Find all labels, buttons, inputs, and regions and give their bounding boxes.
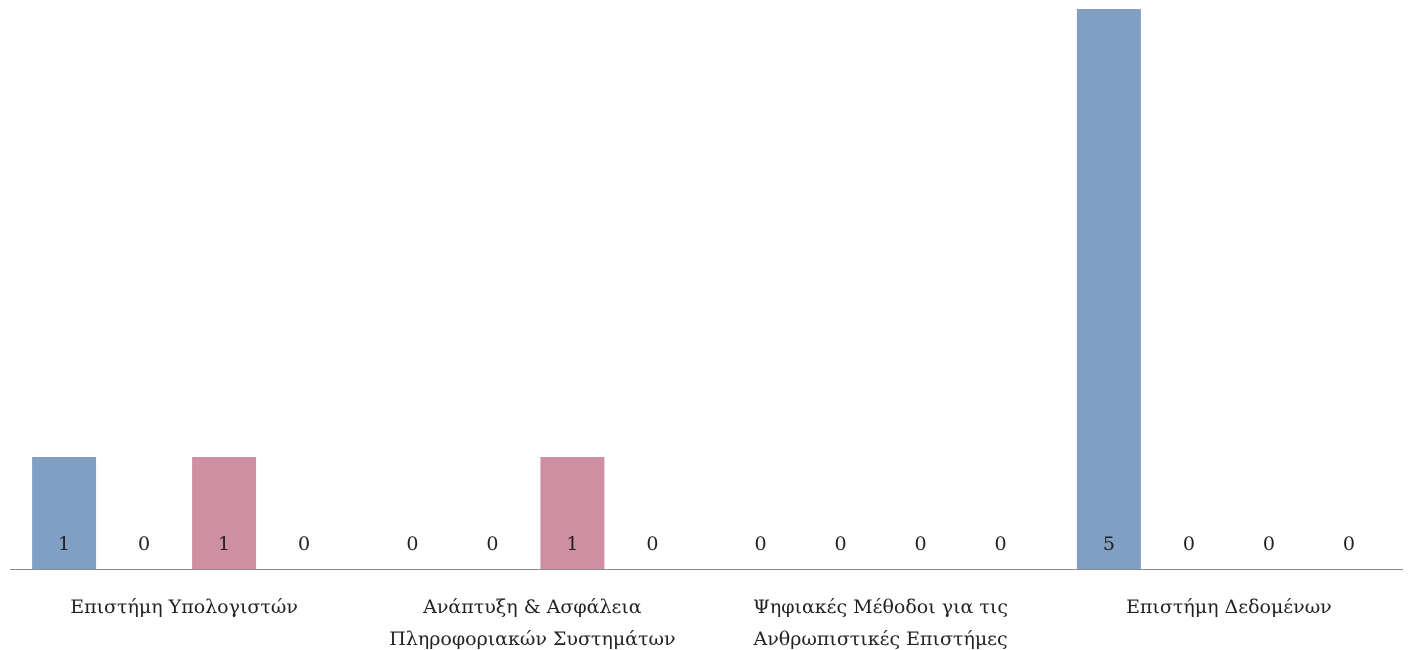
data-label-0-2: 1 (218, 533, 230, 555)
data-label-3-1: 0 (1183, 533, 1195, 555)
data-label-2-0: 0 (755, 533, 767, 555)
data-label-0-1: 0 (138, 533, 150, 555)
data-label-1-0: 0 (406, 533, 418, 555)
data-label-1-2: 1 (566, 533, 578, 555)
data-label-2-3: 0 (995, 533, 1007, 555)
category-labels-group: Επιστήμη Υπολογιστών Ανάπτυξη & Ασφάλεια Π… (70, 596, 1332, 650)
bar-0-0 (32, 457, 97, 569)
data-label-1-3: 0 (646, 533, 658, 555)
bars-group (32, 9, 1141, 569)
data-labels-group: 1 0 1 0 0 0 1 0 0 0 0 0 5 0 0 0 (58, 533, 1355, 555)
data-label-2-2: 0 (915, 533, 927, 555)
category-label-2: Ψηφιακές Μέθοδοι για τις Ανθρωπιστικές Επ… (753, 596, 1009, 650)
category-label-3: Επιστήμη Δεδομένων (1126, 596, 1332, 618)
data-label-1-1: 0 (486, 533, 498, 555)
bar-0-2 (192, 457, 257, 569)
data-label-3-3: 0 (1343, 533, 1355, 555)
data-label-0-0: 1 (58, 533, 70, 555)
category-label-0: Επιστήμη Υπολογιστών (70, 596, 298, 618)
data-label-3-2: 0 (1263, 533, 1275, 555)
bar-3-0 (1076, 9, 1141, 569)
category-label-1: Ανάπτυξη & Ασφάλεια Πληροφοριακών Συστημά… (389, 596, 675, 650)
data-label-3-0: 5 (1103, 533, 1115, 555)
data-label-0-3: 0 (298, 533, 310, 555)
data-label-2-1: 0 (835, 533, 847, 555)
bar-1-2 (540, 457, 605, 569)
